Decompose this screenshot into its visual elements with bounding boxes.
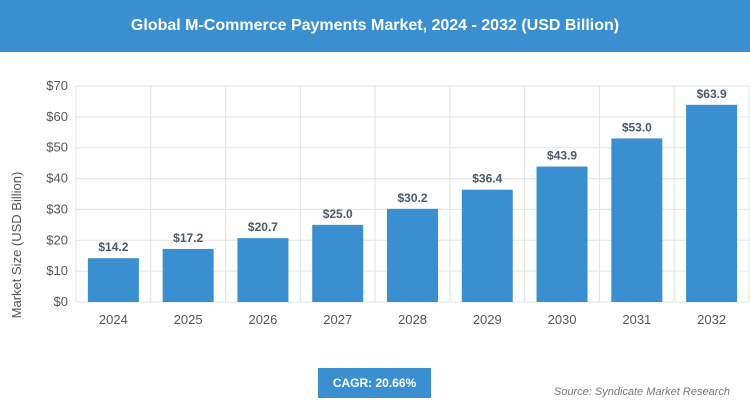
bar-chart: $0$10$20$30$40$50$60$70 $14.2$17.2$20.7$… bbox=[9, 78, 750, 327]
y-tick-label: $50 bbox=[46, 140, 68, 155]
x-tick-label-2024: 2024 bbox=[99, 312, 128, 327]
data-label-2028: $30.2 bbox=[397, 191, 427, 205]
cagr-badge: CAGR: 20.66% bbox=[318, 368, 431, 398]
source-text: Source: Syndicate Market Research bbox=[553, 386, 730, 398]
y-tick-label: $60 bbox=[46, 109, 68, 124]
bar-2029 bbox=[461, 189, 513, 302]
y-tick-label: $30 bbox=[46, 201, 68, 216]
y-tick-label: $10 bbox=[46, 263, 68, 278]
grid-lines bbox=[75, 85, 750, 303]
y-tick-label: $20 bbox=[46, 232, 68, 247]
x-tick-label-2026: 2026 bbox=[248, 312, 277, 327]
data-label-2026: $20.7 bbox=[248, 220, 278, 234]
bar-2025 bbox=[162, 248, 214, 302]
x-tick-label-2025: 2025 bbox=[174, 312, 203, 327]
x-tick-label-2028: 2028 bbox=[398, 312, 427, 327]
data-label-2024: $14.2 bbox=[98, 240, 128, 254]
y-tick-label: $0 bbox=[54, 294, 68, 309]
x-tick-label-2030: 2030 bbox=[548, 312, 577, 327]
x-axis: 2024 2025 2026 2027 2028 2029 2030 2031 2032 bbox=[99, 312, 726, 327]
x-tick-label-2032: 2032 bbox=[697, 312, 726, 327]
data-label-2029: $36.4 bbox=[472, 172, 502, 186]
bar-2032 bbox=[686, 104, 738, 302]
bar-2024 bbox=[87, 258, 139, 302]
data-label-2031: $53.0 bbox=[622, 120, 652, 134]
bars bbox=[87, 104, 738, 302]
data-label-2025: $17.2 bbox=[173, 231, 203, 245]
chart-title: Global M-Commerce Payments Market, 2024 … bbox=[130, 17, 620, 34]
data-label-2027: $25.0 bbox=[323, 207, 353, 221]
bar-2030 bbox=[536, 166, 588, 302]
title-bar: Global M-Commerce Payments Market, 2024 … bbox=[0, 0, 750, 52]
data-label-2032: $63.9 bbox=[697, 87, 727, 101]
y-axis-label: Market Size (USD Billion) bbox=[9, 172, 24, 319]
x-tick-label-2029: 2029 bbox=[473, 312, 502, 327]
bar-2031 bbox=[611, 138, 663, 302]
x-tick-label-2031: 2031 bbox=[622, 312, 651, 327]
y-tick-label: $70 bbox=[46, 78, 68, 93]
x-tick-label-2027: 2027 bbox=[323, 312, 352, 327]
bar-2027 bbox=[312, 224, 364, 302]
bar-2026 bbox=[237, 238, 289, 302]
bar-2028 bbox=[387, 208, 438, 302]
data-labels: $14.2 $17.2 $20.7 $25.0 $30.2 $36.4 $43.9 $53.0… bbox=[98, 87, 727, 254]
data-label-2030: $43.9 bbox=[547, 149, 577, 163]
y-axis: $0 $10 $20 $30 $40 $50 $60 $70 bbox=[46, 78, 68, 309]
y-tick-label: $40 bbox=[46, 171, 68, 186]
